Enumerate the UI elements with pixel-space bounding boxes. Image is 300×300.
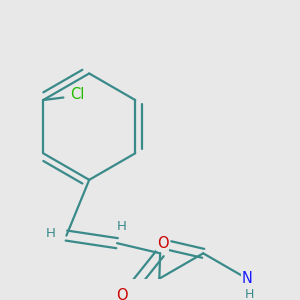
Text: H: H bbox=[245, 288, 254, 300]
Text: O: O bbox=[116, 288, 128, 300]
Text: H: H bbox=[117, 220, 127, 233]
Text: O: O bbox=[157, 236, 169, 251]
Text: H: H bbox=[45, 226, 55, 239]
Text: Cl: Cl bbox=[70, 88, 84, 103]
Text: N: N bbox=[242, 271, 253, 286]
